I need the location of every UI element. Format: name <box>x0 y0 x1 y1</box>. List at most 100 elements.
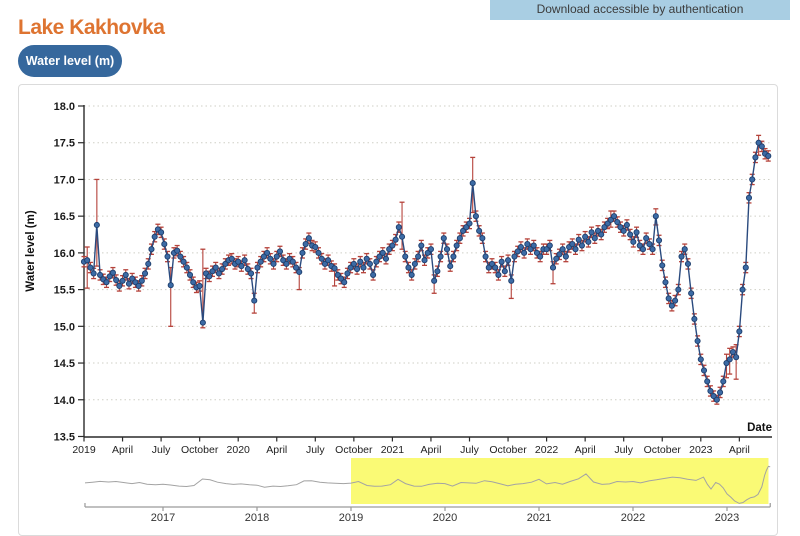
data-point[interactable] <box>614 218 621 226</box>
data-point[interactable] <box>183 264 190 271</box>
data-point[interactable] <box>264 249 271 256</box>
data-point[interactable] <box>633 229 640 236</box>
data-point[interactable] <box>180 258 187 265</box>
data-point[interactable] <box>492 264 499 271</box>
data-point[interactable] <box>646 241 653 248</box>
data-point[interactable] <box>443 246 451 253</box>
data-point[interactable] <box>447 263 454 270</box>
data-point[interactable] <box>537 253 544 260</box>
data-point[interactable] <box>479 235 486 242</box>
overview-chart[interactable]: 2017 2018 2019 2020 2021 2022 2023 <box>84 458 771 522</box>
data-points[interactable] <box>80 139 772 403</box>
data-point[interactable] <box>659 262 666 269</box>
data-point[interactable] <box>212 264 219 271</box>
data-point[interactable] <box>556 251 563 258</box>
data-point[interactable] <box>251 297 258 304</box>
data-point[interactable] <box>125 280 133 287</box>
data-point[interactable] <box>572 246 579 253</box>
data-point[interactable] <box>649 246 656 253</box>
data-point[interactable] <box>453 242 460 249</box>
data-point[interactable] <box>639 246 647 253</box>
data-point[interactable] <box>559 246 566 253</box>
data-point[interactable] <box>668 302 675 309</box>
data-point[interactable] <box>630 238 637 245</box>
data-point[interactable] <box>717 389 724 396</box>
data-point[interactable] <box>408 271 415 278</box>
data-point[interactable] <box>199 319 206 326</box>
data-point[interactable] <box>585 238 592 245</box>
data-point[interactable] <box>466 220 473 227</box>
data-point[interactable] <box>238 263 245 270</box>
data-point[interactable] <box>749 176 756 183</box>
water-level-chart[interactable]: 18.0 17.5 17.0 16.5 16.0 15.5 15.0 14.5 14.0 13.5… <box>0 0 800 522</box>
data-point[interactable] <box>530 242 537 249</box>
data-point[interactable] <box>598 231 605 238</box>
data-point[interactable] <box>662 279 669 286</box>
data-point[interactable] <box>713 396 720 403</box>
data-point[interactable] <box>431 277 438 284</box>
data-point[interactable] <box>267 255 274 262</box>
data-point[interactable] <box>546 242 553 249</box>
data-point[interactable] <box>707 387 714 394</box>
data-point[interactable] <box>688 290 695 297</box>
data-point[interactable] <box>370 271 377 278</box>
data-point[interactable] <box>276 248 284 255</box>
data-point[interactable] <box>109 269 116 276</box>
data-point[interactable] <box>196 282 203 289</box>
data-point[interactable] <box>765 152 772 159</box>
data-point[interactable] <box>745 194 753 201</box>
data-point[interactable] <box>652 213 659 220</box>
data-point[interactable] <box>119 277 126 284</box>
data-point[interactable] <box>145 260 152 267</box>
data-point[interactable] <box>292 264 300 271</box>
data-point[interactable] <box>228 255 235 262</box>
data-point[interactable] <box>113 277 120 284</box>
data-point[interactable] <box>681 246 688 253</box>
selection-window[interactable] <box>351 458 769 504</box>
data-point[interactable] <box>627 231 634 238</box>
data-point[interactable] <box>553 255 560 262</box>
data-point[interactable] <box>331 265 338 272</box>
data-point[interactable] <box>476 227 483 234</box>
data-point[interactable] <box>167 282 174 289</box>
data-point[interactable] <box>177 253 184 260</box>
data-point[interactable] <box>665 295 672 302</box>
data-point[interactable] <box>588 229 595 236</box>
data-point[interactable] <box>305 235 312 242</box>
data-point[interactable] <box>620 227 627 234</box>
data-point[interactable] <box>186 271 194 278</box>
tab-water-level[interactable]: Water level (m) <box>18 45 122 77</box>
data-point[interactable] <box>174 247 181 254</box>
data-point[interactable] <box>524 241 531 248</box>
data-point[interactable] <box>270 260 277 267</box>
data-point[interactable] <box>344 270 351 277</box>
data-point[interactable] <box>354 265 361 273</box>
data-point[interactable] <box>675 286 682 293</box>
data-point[interactable] <box>135 282 142 289</box>
data-point[interactable] <box>84 257 91 264</box>
data-point[interactable] <box>434 268 441 275</box>
data-point[interactable] <box>247 270 255 277</box>
data-point[interactable] <box>138 277 145 284</box>
data-point[interactable] <box>752 154 759 161</box>
data-point[interactable] <box>739 286 746 293</box>
data-point[interactable] <box>325 257 332 264</box>
data-point[interactable] <box>472 213 479 220</box>
data-point[interactable] <box>206 273 213 280</box>
data-point[interactable] <box>591 235 598 242</box>
data-point[interactable] <box>363 255 370 262</box>
data-point[interactable] <box>578 242 585 249</box>
data-point[interactable] <box>350 260 357 267</box>
data-point[interactable] <box>257 258 264 265</box>
data-point[interactable] <box>411 260 418 267</box>
data-point[interactable] <box>501 268 508 275</box>
data-point[interactable] <box>697 356 704 363</box>
data-point[interactable] <box>655 237 663 244</box>
data-point[interactable] <box>562 253 569 260</box>
data-point[interactable] <box>273 253 280 260</box>
data-point[interactable] <box>315 249 322 256</box>
data-point[interactable] <box>151 233 158 240</box>
data-point[interactable] <box>482 253 489 260</box>
data-point[interactable] <box>141 270 149 277</box>
data-point[interactable] <box>389 242 396 249</box>
